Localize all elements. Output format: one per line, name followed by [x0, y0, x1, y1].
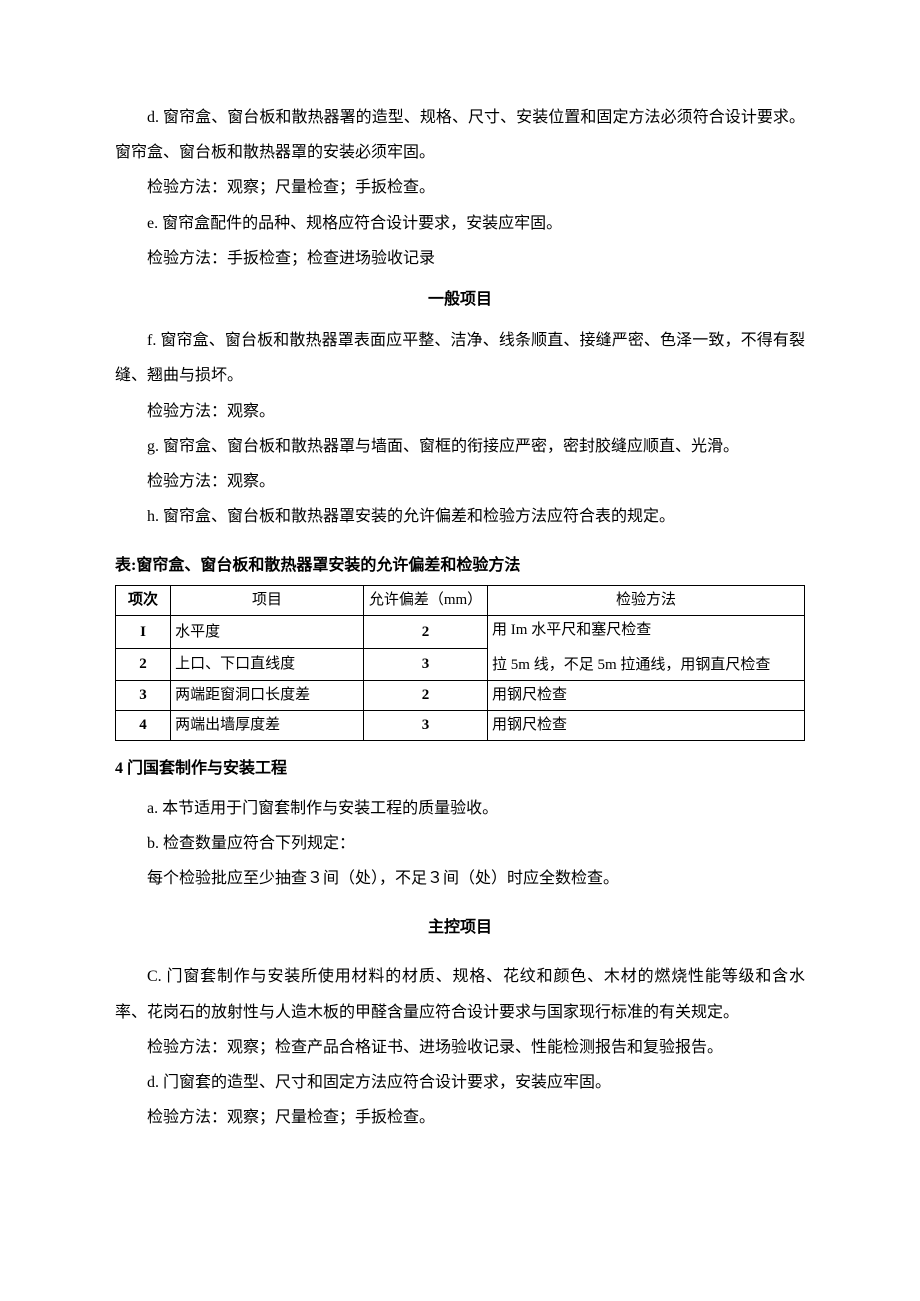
cell-tol: 2: [364, 616, 488, 649]
cell-method: 用钢尺检查: [488, 681, 805, 711]
table-row: 3 两端距窗洞口长度差 2 用钢尺检查: [116, 681, 805, 711]
th-index: 项次: [116, 586, 171, 616]
cell-method: 用 Im 水平尺和塞尺检查 拉 5m 线，不足 5m 拉通线，用钢直尺检查: [488, 616, 805, 681]
para-g-check: 检验方法：观察。: [115, 464, 805, 499]
heading-section-4: 4 门国套制作与安装工程: [115, 751, 805, 786]
para-d: d. 窗帘盒、窗台板和散热器署的造型、规格、尺寸、安装位置和固定方法必须符合设计…: [115, 100, 805, 170]
cell-tol: 3: [364, 648, 488, 681]
para-b-sub: 每个检验批应至少抽查３间（处），不足３间（处）时应全数检查。: [115, 861, 805, 896]
table-header-row: 项次 项目 允许偏差（mm） 检验方法: [116, 586, 805, 616]
table-row: 4 两端出墙厚度差 3 用钢尺检查: [116, 711, 805, 741]
para-c-check: 检验方法：观察；检查产品合格证书、进场验收记录、性能检测报告和复验报告。: [115, 1030, 805, 1065]
document-page: d. 窗帘盒、窗台板和散热器署的造型、规格、尺寸、安装位置和固定方法必须符合设计…: [0, 0, 920, 1195]
para-d2: d. 门窗套的造型、尺寸和固定方法应符合设计要求，安装应牢固。: [115, 1065, 805, 1100]
cell-index: I: [116, 616, 171, 649]
th-item: 项目: [171, 586, 364, 616]
table-title: 表:窗帘盒、窗台板和散热器罩安装的允许偏差和检验方法: [115, 548, 805, 583]
para-e: e. 窗帘盒配件的品种、规格应符合设计要求，安装应牢固。: [115, 206, 805, 241]
para-d-check: 检验方法：观察；尺量检查；手扳检查。: [115, 170, 805, 205]
cell-method-line1: 用 Im 水平尺和塞尺检查: [492, 620, 800, 641]
para-a: a. 本节适用于门窗套制作与安装工程的质量验收。: [115, 791, 805, 826]
para-g: g. 窗帘盒、窗台板和散热器罩与墙面、窗框的衔接应严密，密封胶缝应顺直、光滑。: [115, 429, 805, 464]
cell-index: 2: [116, 648, 171, 681]
cell-item: 两端距窗洞口长度差: [171, 681, 364, 711]
deviation-table: 项次 项目 允许偏差（mm） 检验方法 I 水平度 2 用 Im 水平尺和塞尺检…: [115, 585, 805, 741]
cell-item: 水平度: [171, 616, 364, 649]
th-method: 检验方法: [488, 586, 805, 616]
cell-item: 两端出墙厚度差: [171, 711, 364, 741]
para-h: h. 窗帘盒、窗台板和散热器罩安装的允许偏差和检验方法应符合表的规定。: [115, 499, 805, 534]
para-d2-check: 检验方法：观察；尺量检查；手扳检查。: [115, 1100, 805, 1135]
para-f-check: 检验方法：观察。: [115, 394, 805, 429]
cell-tol: 2: [364, 681, 488, 711]
para-c: C. 门窗套制作与安装所使用材料的材质、规格、花纹和颜色、木材的燃烧性能等级和含…: [115, 959, 805, 1029]
para-e-check: 检验方法：手扳检查；检查进场验收记录: [115, 241, 805, 276]
cell-method: 用钢尺检查: [488, 711, 805, 741]
para-b: b. 检查数量应符合下列规定：: [115, 826, 805, 861]
th-tolerance: 允许偏差（mm）: [364, 586, 488, 616]
cell-tol: 3: [364, 711, 488, 741]
heading-main: 主控项目: [115, 910, 805, 945]
cell-index: 4: [116, 711, 171, 741]
cell-method-line2: 拉 5m 线，不足 5m 拉通线，用钢直尺检查: [492, 655, 800, 676]
cell-item: 上口、下口直线度: [171, 648, 364, 681]
heading-general: 一般项目: [115, 282, 805, 317]
para-f: f. 窗帘盒、窗台板和散热器罩表面应平整、洁净、线条顺直、接缝严密、色泽一致，不…: [115, 323, 805, 393]
cell-index: 3: [116, 681, 171, 711]
table-row: I 水平度 2 用 Im 水平尺和塞尺检查 拉 5m 线，不足 5m 拉通线，用…: [116, 616, 805, 649]
